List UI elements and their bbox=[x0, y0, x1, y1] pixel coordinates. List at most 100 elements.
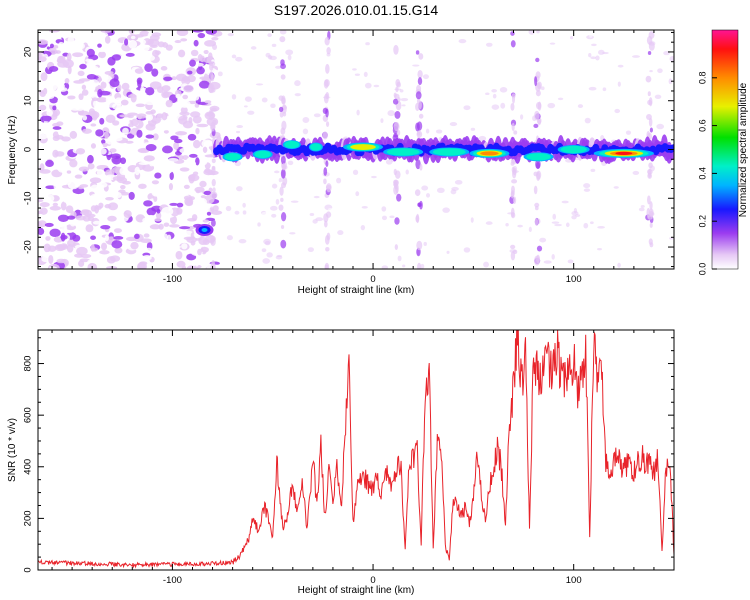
noise-speckle bbox=[96, 169, 104, 176]
streak-speckle bbox=[282, 176, 288, 186]
noise-speckle bbox=[289, 232, 296, 235]
noise-speckle bbox=[401, 104, 406, 107]
noise-speckle bbox=[178, 100, 191, 108]
noise-speckle bbox=[127, 114, 134, 119]
noise-speckle bbox=[195, 157, 200, 166]
noise-speckle bbox=[141, 51, 147, 60]
streak-speckle bbox=[280, 224, 285, 230]
noise-speckle bbox=[583, 222, 589, 229]
colorbar: 0.0 0.2 0.4 0.6 0.8 Normalized spectral ampl… bbox=[697, 29, 749, 275]
noise-speckle bbox=[98, 48, 106, 53]
noise-speckle bbox=[235, 130, 241, 134]
noise-speckle bbox=[75, 103, 85, 111]
noise-speckle bbox=[206, 211, 212, 216]
noise-speckle bbox=[194, 62, 204, 67]
noise-speckle bbox=[198, 237, 208, 246]
noise-speckle bbox=[130, 93, 136, 98]
noise-speckle bbox=[539, 237, 547, 243]
noise-speckle bbox=[190, 182, 195, 189]
noise-speckle bbox=[514, 55, 522, 59]
y-tick-label: 0 bbox=[23, 567, 34, 572]
streak-speckle bbox=[511, 166, 515, 173]
noise-speckle bbox=[212, 205, 219, 212]
noise-speckle bbox=[242, 202, 246, 208]
streak-speckle bbox=[282, 162, 286, 170]
noise-speckle bbox=[110, 153, 121, 160]
noise-speckle bbox=[337, 230, 344, 236]
streak-speckle bbox=[417, 69, 423, 79]
noise-speckle bbox=[126, 68, 132, 75]
snr-y-label: SNR (10 * v/v) bbox=[7, 418, 18, 482]
noise-speckle bbox=[178, 226, 191, 230]
streak-speckle bbox=[281, 120, 287, 131]
noise-speckle bbox=[68, 100, 78, 106]
noise-speckle bbox=[565, 222, 570, 228]
streak-speckle bbox=[394, 244, 398, 250]
noise-speckle bbox=[48, 266, 58, 269]
streak-speckle bbox=[534, 76, 538, 87]
noise-speckle bbox=[186, 265, 196, 269]
noise-speckle bbox=[142, 254, 152, 261]
ridge-segment bbox=[386, 148, 420, 156]
noise-speckle bbox=[134, 166, 140, 176]
noise-speckle bbox=[147, 39, 154, 45]
noise-speckle bbox=[106, 266, 118, 269]
noise-speckle bbox=[176, 30, 189, 37]
noise-speckle bbox=[528, 226, 532, 233]
noise-speckle bbox=[458, 38, 467, 44]
noise-speckle bbox=[156, 113, 164, 119]
noise-speckle bbox=[145, 114, 154, 121]
noise-speckle bbox=[412, 64, 420, 67]
ridge-blob bbox=[201, 227, 208, 232]
streak-speckle bbox=[647, 99, 653, 106]
ridge-core bbox=[670, 144, 674, 153]
streak-speckle bbox=[394, 170, 401, 179]
noise-speckle bbox=[583, 183, 591, 189]
noise-speckle bbox=[165, 99, 173, 108]
noise-speckle bbox=[193, 139, 201, 149]
noise-speckle bbox=[110, 255, 121, 262]
noise-speckle bbox=[196, 123, 209, 128]
noise-speckle bbox=[76, 39, 83, 44]
streak-speckle bbox=[323, 79, 329, 89]
noise-speckle bbox=[49, 228, 61, 238]
ridge-segment bbox=[615, 151, 633, 156]
streak-speckle bbox=[280, 74, 286, 80]
noise-speckle bbox=[38, 133, 48, 140]
streak-speckle bbox=[649, 242, 654, 248]
noise-speckle bbox=[160, 66, 168, 71]
noise-speckle bbox=[194, 186, 205, 193]
noise-speckle bbox=[142, 217, 149, 224]
noise-speckle bbox=[48, 90, 55, 96]
noise-speckle bbox=[203, 49, 209, 55]
streak-speckle bbox=[323, 167, 328, 176]
noise-speckle bbox=[139, 39, 147, 45]
noise-speckle bbox=[45, 185, 56, 190]
streak-speckle bbox=[325, 108, 329, 118]
noise-speckle bbox=[387, 110, 395, 117]
noise-speckle bbox=[200, 246, 209, 253]
noise-speckle bbox=[152, 133, 159, 141]
streak-speckle bbox=[415, 91, 422, 100]
noise-speckle bbox=[470, 127, 476, 131]
noise-speckle bbox=[588, 53, 592, 58]
noise-speckle bbox=[175, 250, 183, 260]
noise-speckle bbox=[216, 227, 224, 231]
ridge-segment bbox=[224, 153, 241, 161]
noise-speckle bbox=[113, 236, 124, 240]
noise-speckle bbox=[270, 103, 276, 109]
streak-speckle bbox=[511, 93, 516, 99]
noise-speckle bbox=[352, 68, 357, 71]
noise-speckle bbox=[137, 114, 143, 120]
noise-speckle bbox=[254, 86, 261, 89]
streak-speckle bbox=[510, 40, 516, 48]
noise-speckle bbox=[381, 206, 387, 212]
noise-speckle bbox=[56, 258, 66, 264]
noise-speckle bbox=[492, 93, 497, 99]
noise-speckle bbox=[163, 76, 173, 82]
streak-speckle bbox=[212, 43, 218, 50]
noise-speckle bbox=[97, 77, 103, 82]
noise-speckle bbox=[161, 85, 171, 92]
noise-speckle bbox=[120, 157, 127, 165]
noise-speckle bbox=[250, 46, 257, 50]
